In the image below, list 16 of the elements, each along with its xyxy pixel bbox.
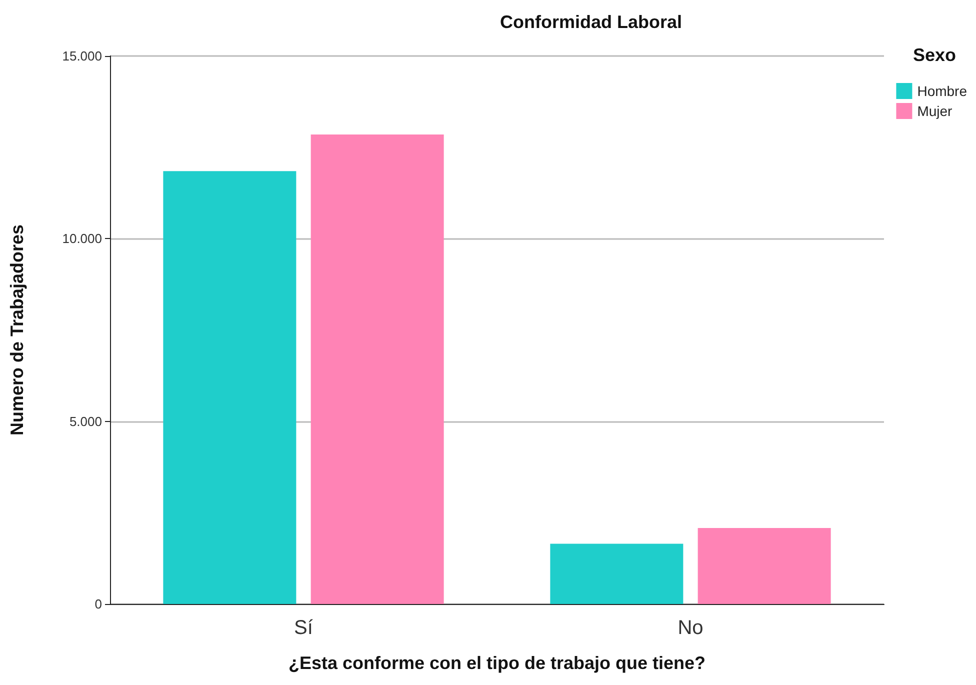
legend-label: Mujer <box>917 103 953 119</box>
bar <box>698 528 831 604</box>
y-tick-label: 5.000 <box>69 414 102 429</box>
bar <box>163 171 296 604</box>
chart-title: Conformidad Laboral <box>500 12 682 32</box>
x-tick-label: Sí <box>294 617 314 639</box>
bar <box>310 134 444 604</box>
y-tick-label: 15.000 <box>62 48 102 64</box>
y-tick-label: 10.000 <box>62 231 102 246</box>
y-tick-label: 0 <box>94 596 102 612</box>
x-tick-label: No <box>678 617 704 639</box>
bar <box>550 544 684 604</box>
legend-title: Sexo <box>912 45 956 65</box>
x-axis-title: ¿Esta conforme con el tipo de trabajo que tiene? <box>288 653 706 673</box>
y-axis-title: Numero de Trabajadores <box>7 224 27 436</box>
legend-label: Hombre <box>917 83 968 99</box>
